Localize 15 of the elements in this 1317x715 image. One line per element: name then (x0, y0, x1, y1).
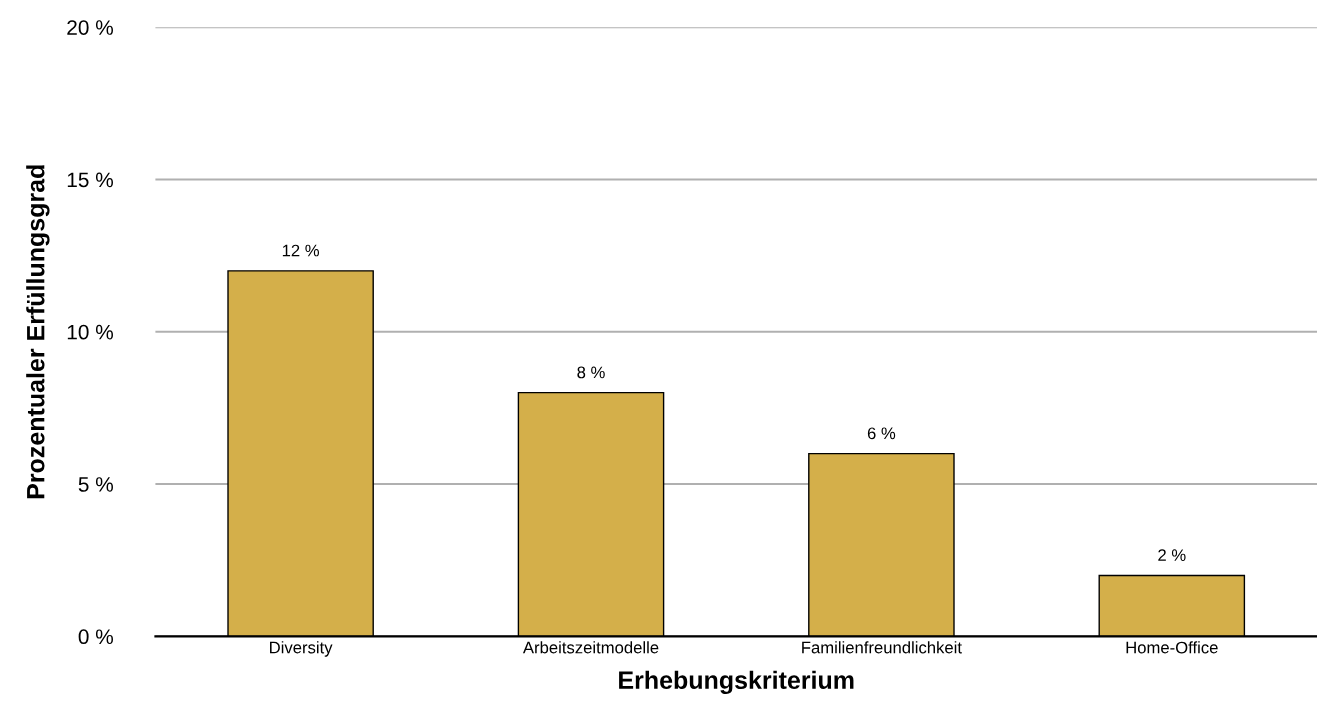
data-label: 8 % (577, 366, 605, 379)
x-axis-title: Erhebungskriterium (619, 670, 854, 695)
data-label: 6 % (867, 427, 896, 440)
x-tick-label: Home-Office (1126, 641, 1218, 654)
y-tick-label: 5 % (78, 477, 113, 492)
x-tick-label: Familienfreundlichkeit (802, 641, 962, 654)
data-label: 12 % (282, 244, 320, 257)
data-label: 2 % (1158, 549, 1186, 561)
x-tick-label: Arbeitszeitmodelle (522, 641, 659, 654)
y-tick-label: 15 % (67, 172, 113, 188)
y-tick-label: 10 % (67, 324, 113, 340)
y-tick-label: 20 % (67, 20, 113, 35)
x-tick-label: Diversity (270, 641, 333, 657)
y-tick-label: 0 % (78, 629, 113, 645)
y-axis-title: Prozentualer Erfüllungsgrad (26, 165, 50, 499)
